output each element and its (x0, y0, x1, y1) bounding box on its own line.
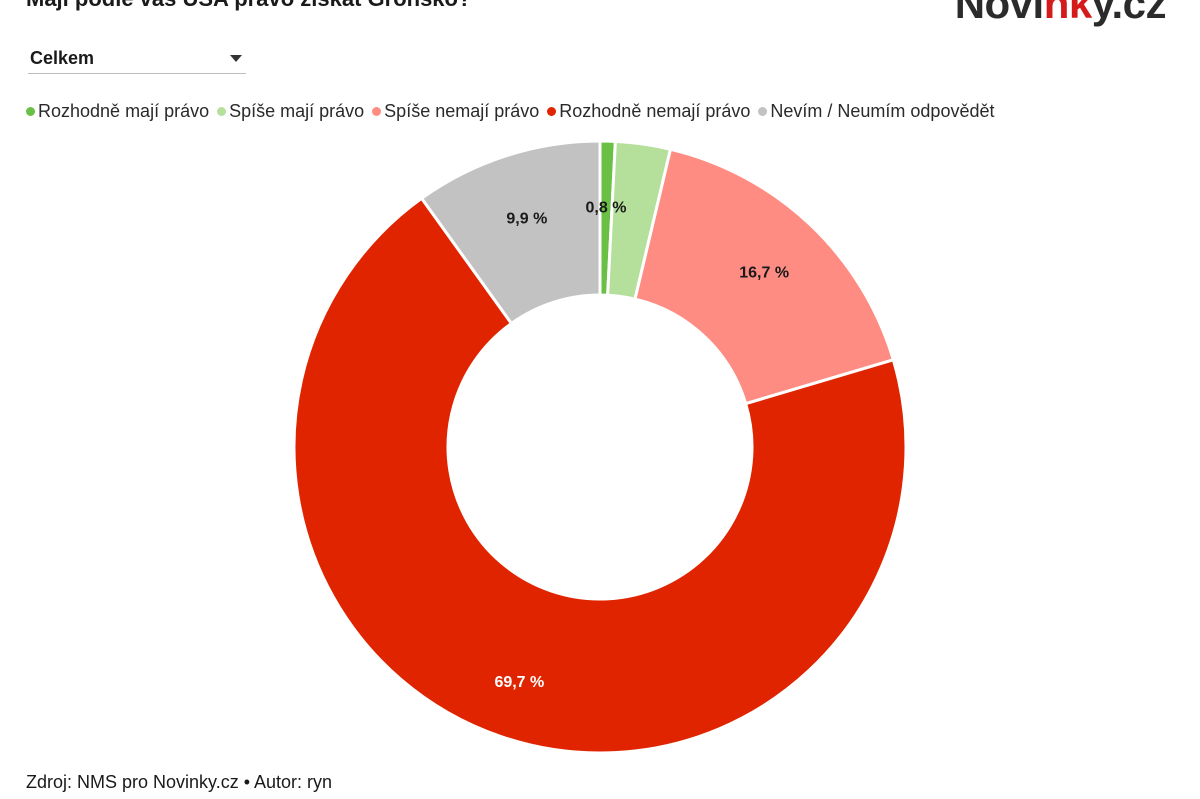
slice-data-label: 16,7 % (739, 265, 789, 282)
legend-dot-icon (217, 107, 227, 116)
legend-dot-icon (372, 107, 382, 116)
chart-legend: Rozhodně mají právo Spíše mají právo Spíše… (26, 101, 995, 122)
source-credit: Zdroj: NMS pro Novinky.cz • Autor: ryn (26, 772, 333, 792)
donut-slice[interactable] (420, 139, 602, 325)
legend-label: Spíše mají právo (229, 101, 365, 121)
group-select[interactable]: Celkem (28, 44, 246, 74)
legend-item[interactable]: Spíše mají právo (217, 101, 364, 122)
donut-slice[interactable] (633, 147, 895, 406)
legend-item[interactable]: Rozhodně nemají právo (547, 101, 750, 122)
novinky-logo[interactable]: Novinky.cz (954, 0, 1167, 28)
slice-data-label: 9,9 % (506, 211, 547, 228)
slice-data-label: 69,7 % (494, 674, 544, 691)
logo-text-end: y.cz (1091, 0, 1167, 27)
legend-dot-icon (547, 107, 557, 116)
chevron-down-icon (230, 55, 242, 62)
slice-data-label: 0,8 % (586, 199, 627, 216)
logo-text-accent: nk (1043, 0, 1093, 27)
legend-item[interactable]: Nevím / Neumím odpovědět (758, 101, 995, 122)
legend-label: Rozhodně nemají právo (559, 101, 751, 121)
legend-item[interactable]: Rozhodně mají právo (26, 101, 209, 122)
legend-label: Nevím / Neumím odpovědět (770, 101, 995, 121)
legend-dot-icon (26, 107, 35, 116)
group-select-value: Celkem (30, 48, 95, 68)
legend-label: Spíše nemají právo (384, 101, 540, 121)
donut-slice[interactable] (292, 196, 908, 755)
legend-item[interactable]: Spíše nemají právo (372, 101, 539, 122)
legend-label: Rozhodně mají právo (38, 101, 210, 121)
logo-text-main: Novi (954, 0, 1045, 27)
chart-title: Mají podle vás USA právo získat Grónsko? (26, 0, 471, 12)
legend-dot-icon (758, 107, 768, 116)
